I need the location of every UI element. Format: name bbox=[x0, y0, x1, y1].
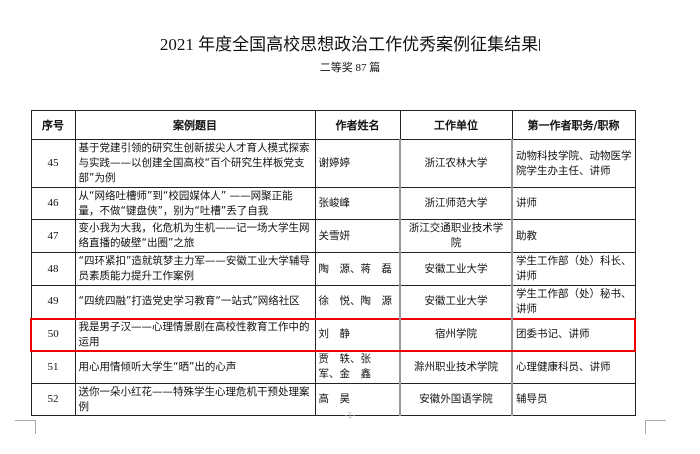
row-number: 51 bbox=[30, 350, 76, 384]
case-title: 变小我为大我，化危机为生机——记一场大学生网络直播的破壁“出圈”之旅 bbox=[74, 219, 316, 253]
row-number: 50 bbox=[30, 317, 76, 352]
work-unit: 浙江师范大学 bbox=[399, 187, 513, 220]
table-row: 45 基于党建引领的研究生创新拔尖人才育人模式探索与实践——以创建全国高校“百个研… bbox=[30, 139, 636, 188]
case-title: 我是男子汉——心理情景剧在高校性教育工作中的运用 bbox=[74, 317, 316, 352]
work-unit: 滁州职业技术学院 bbox=[399, 350, 513, 384]
author-position: 讲师 bbox=[511, 187, 636, 220]
author-position: 团委书记、讲师 bbox=[511, 317, 636, 352]
header-title: 案例题目 bbox=[74, 110, 316, 140]
case-title: 基于党建引领的研究生创新拔尖人才育人模式探索与实践——以创建全国高校“百个研究生… bbox=[74, 139, 316, 188]
text-cursor bbox=[539, 39, 541, 51]
results-table: 序号 案例题目 作者姓名 工作单位 第一作者职务/职称 45 基于党建引领的研究生… bbox=[30, 110, 636, 416]
page-corner-mark-left bbox=[15, 420, 36, 434]
table-header-row: 序号 案例题目 作者姓名 工作单位 第一作者职务/职称 bbox=[30, 110, 636, 140]
author-names: 高 昊 bbox=[314, 383, 401, 416]
author-names: 贾 轶、张 军、金 鑫 bbox=[314, 350, 401, 384]
row-number: 47 bbox=[30, 219, 76, 253]
page-number: -1- bbox=[344, 411, 356, 420]
document-subtitle: 二等奖 87 篇 bbox=[319, 62, 381, 74]
header-no: 序号 bbox=[30, 110, 76, 140]
work-unit: 宿州学院 bbox=[399, 317, 513, 352]
author-position: 辅导员 bbox=[511, 383, 636, 416]
author-names: 谢婷婷 bbox=[314, 139, 401, 188]
author-names: 刘 静 bbox=[314, 317, 401, 352]
author-names: 徐 悦、陶 源 bbox=[314, 285, 401, 319]
table-row: 48 “四环紧扣”造就筑梦主力军——安徽工业大学辅导员素质能力提升工作案例陶 源、… bbox=[30, 252, 636, 286]
work-unit: 浙江农林大学 bbox=[399, 139, 513, 188]
author-position: 动物科技学院、动物医学院学生办主任、讲师 bbox=[511, 139, 636, 188]
page-corner-mark-right bbox=[645, 420, 666, 434]
row-number: 52 bbox=[30, 383, 76, 416]
author-position: 学生工作部（处）秘书、讲师 bbox=[511, 285, 636, 319]
row-number: 46 bbox=[30, 187, 76, 220]
author-position: 心理健康科员、讲师 bbox=[511, 350, 636, 384]
author-position: 学生工作部（处）科长、讲师 bbox=[511, 252, 636, 286]
table-row: 51 用心用情倾听大学生“晒”出的心声贾 轶、张 军、金 鑫滁州职业技术学院 心理健… bbox=[30, 350, 636, 384]
case-title: “四环紧扣”造就筑梦主力军——安徽工业大学辅导员素质能力提升工作案例 bbox=[74, 252, 316, 286]
table-row: 49 “四统四融”打造党史学习教育“一站式”网络社区徐 悦、陶 源安徽工业大学 学生… bbox=[30, 285, 636, 319]
author-names: 关雪妍 bbox=[314, 219, 401, 253]
table-row: 50 我是男子汉——心理情景剧在高校性教育工作中的运用刘 静宿州学院 团委书记、讲师 bbox=[30, 317, 636, 352]
work-unit: 安徽工业大学 bbox=[399, 252, 513, 286]
author-position: 助教 bbox=[511, 219, 636, 253]
header-unit: 工作单位 bbox=[399, 110, 513, 140]
case-title: “四统四融”打造党史学习教育“一站式”网络社区 bbox=[74, 285, 316, 319]
header-author: 作者姓名 bbox=[314, 110, 401, 140]
author-names: 张峻峰 bbox=[314, 187, 401, 220]
work-unit: 安徽工业大学 bbox=[399, 285, 513, 319]
case-title: 用心用情倾听大学生“晒”出的心声 bbox=[74, 350, 316, 384]
table-row: 52 送你一朵小红花——特殊学生心理危机干预处理案例高 昊安徽外国语学院 辅导员 bbox=[30, 383, 636, 416]
row-number: 49 bbox=[30, 285, 76, 319]
work-unit: 浙江交通职业技术学院 bbox=[399, 219, 513, 253]
table-row: 47 变小我为大我，化危机为生机——记一场大学生网络直播的破壁“出圈”之旅 关雪妍浙… bbox=[30, 219, 636, 253]
case-title: 从“网络吐槽师”到“校园媒体人” ——网聚正能量，不做“键盘侠”，别为“吐槽”丢… bbox=[74, 187, 316, 220]
row-number: 48 bbox=[30, 252, 76, 286]
header-position: 第一作者职务/职称 bbox=[511, 110, 636, 140]
table-row: 46 从“网络吐槽师”到“校园媒体人” ——网聚正能量，不做“键盘侠”，别为“吐槽… bbox=[30, 187, 636, 220]
row-number: 45 bbox=[30, 139, 76, 188]
author-names: 陶 源、蒋 磊 bbox=[314, 252, 401, 286]
document-title: 2021 年度全国高校思想政治工作优秀案例征集结果 bbox=[159, 35, 541, 54]
